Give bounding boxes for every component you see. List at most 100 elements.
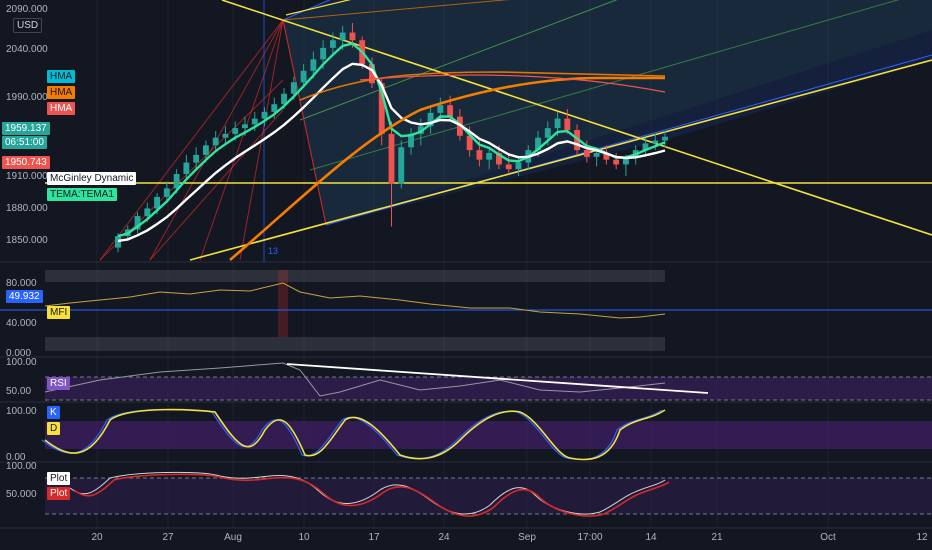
candle-body	[369, 64, 375, 84]
candle-body	[193, 154, 200, 163]
plot-band	[45, 478, 932, 514]
uptrend-line	[189, 59, 932, 261]
drawing-tools[interactable]	[45, 0, 932, 262]
candle-body	[339, 32, 346, 41]
candle-body	[622, 156, 629, 165]
candle-body	[613, 159, 620, 165]
candle-body	[183, 162, 190, 174]
x-tick: 24	[438, 532, 450, 543]
candle-body	[222, 133, 229, 138]
low-price-label: 1950.743	[2, 156, 50, 169]
last-price-label: 1959.137	[2, 122, 50, 135]
candle-body	[154, 196, 161, 209]
candle-body	[320, 47, 327, 60]
fork-handle-line	[282, 19, 327, 226]
candle-body	[349, 32, 356, 41]
price-tick: 1990.000	[6, 92, 48, 103]
candle-body	[144, 208, 151, 217]
price-tick: 1910.000	[6, 171, 48, 182]
mcginley-line	[117, 62, 666, 243]
fan-line	[99, 19, 284, 261]
currency-button[interactable]: USD	[13, 18, 43, 33]
candle-body	[496, 152, 502, 165]
candle-body	[134, 216, 141, 230]
candle-body	[290, 82, 297, 94]
plot-label-1: Plot	[47, 472, 71, 485]
mfi-highlight	[278, 270, 288, 337]
mfi-oversold-band	[45, 337, 665, 351]
mfi-value-label: 49.932	[6, 290, 43, 303]
rsi-label: RSI	[47, 377, 70, 390]
rsi-band	[45, 377, 932, 400]
plot-tick: 50.000	[6, 489, 37, 500]
hma-orange-line	[229, 76, 665, 261]
rsi-tick: 50.00	[6, 386, 32, 397]
candle-body	[271, 104, 278, 112]
x-tick: 14	[645, 532, 657, 543]
candle-body	[163, 188, 170, 197]
rsi-tick: 100.00	[6, 357, 37, 368]
x-tick: 17	[368, 532, 380, 543]
candle-body	[398, 147, 405, 184]
candle-body	[652, 140, 659, 144]
candle-body	[408, 133, 414, 148]
stoch-tick: 100.00	[6, 406, 37, 417]
price-tick: 1880.000	[6, 203, 48, 214]
hma-label-2: HMA	[47, 86, 76, 99]
candle-body	[583, 150, 590, 157]
candle-body	[310, 59, 317, 71]
x-tick: 20	[91, 532, 103, 543]
candle-body	[544, 128, 551, 138]
x-tick: 10	[298, 532, 310, 543]
candle-body	[202, 145, 209, 155]
candle-body	[329, 40, 336, 48]
candle-body	[427, 112, 434, 127]
candle-body	[115, 236, 121, 248]
price-tick: 1850.000	[6, 235, 48, 246]
stoch-k-label: K	[47, 406, 60, 419]
mfi-tick: 80.000	[6, 278, 37, 289]
candle-body	[466, 135, 473, 151]
candle-body	[281, 93, 287, 105]
candle-body	[300, 70, 307, 83]
candle-body	[642, 143, 649, 151]
fan-line	[149, 109, 284, 261]
fan-line	[282, 0, 510, 21]
candle-body	[593, 152, 600, 157]
mcginley-label: McGinley Dynamic	[47, 172, 137, 185]
plot-label-2: Plot	[47, 487, 71, 500]
plot-line-2	[73, 473, 670, 517]
x-tick: Sep	[518, 532, 536, 543]
candle-body	[212, 137, 219, 146]
mfi-tick: 40.000	[6, 318, 37, 329]
hma-label-1: HMA	[47, 70, 76, 83]
candle-body	[417, 126, 424, 134]
candle-body	[173, 174, 180, 189]
tema-label: TEMA:TEMA1	[47, 188, 117, 201]
candle-body	[242, 124, 248, 129]
plot-line-1	[69, 471, 666, 515]
plot-tick: 100.00	[6, 461, 37, 472]
moving-averages	[117, 42, 666, 261]
candle-body	[447, 105, 454, 117]
candle-body	[505, 164, 512, 170]
x-tick: Oct	[820, 532, 836, 543]
candle-body	[486, 152, 493, 160]
candle-body	[232, 128, 239, 134]
stoch-d-label: D	[47, 422, 61, 435]
price-tick: 2090.000	[6, 4, 48, 15]
candle-body	[554, 118, 561, 129]
x-tick: 27	[162, 532, 174, 543]
candle-body	[535, 137, 541, 151]
pitchfork-fill	[283, 0, 932, 225]
fan-line	[199, 19, 284, 261]
mfi-overbought-band	[45, 270, 665, 282]
candle-body	[261, 111, 268, 119]
hma-red-line	[359, 74, 666, 93]
candle-body	[515, 162, 522, 170]
x-tick: 17:00	[577, 532, 603, 543]
mfi-line	[44, 282, 666, 319]
hma-orange-thin-line	[299, 71, 666, 101]
x-tick: 21	[711, 532, 723, 543]
